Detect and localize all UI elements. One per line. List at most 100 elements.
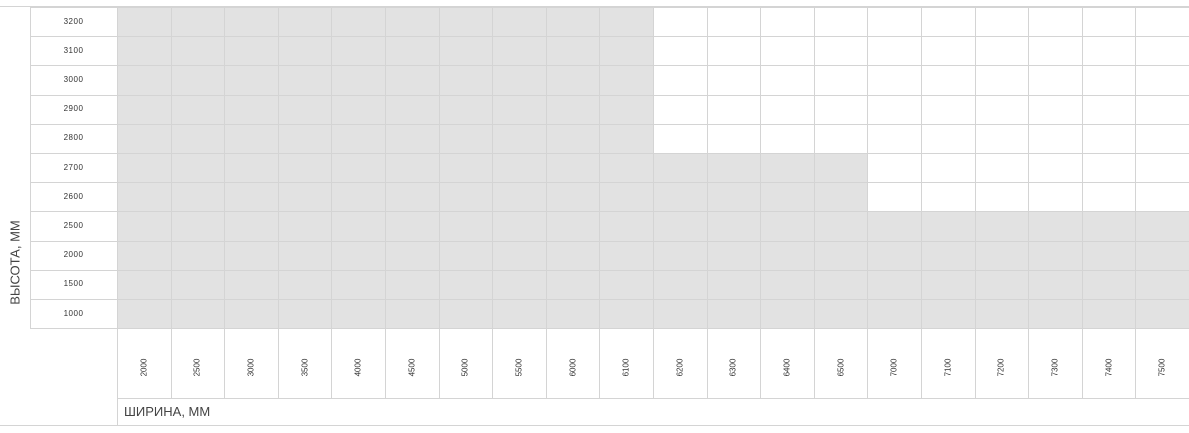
available-cell bbox=[438, 240, 493, 270]
available-cell bbox=[117, 299, 171, 329]
available-cell bbox=[277, 36, 332, 66]
unavailable-cell bbox=[1135, 65, 1189, 95]
available-cell bbox=[438, 123, 493, 153]
available-cell bbox=[545, 65, 600, 95]
available-cell bbox=[706, 299, 761, 329]
y-tick-label: 2500 bbox=[63, 221, 84, 230]
grid-line bbox=[0, 425, 1189, 426]
available-cell bbox=[653, 182, 707, 212]
unavailable-cell bbox=[921, 36, 975, 66]
available-cell bbox=[706, 240, 761, 270]
available-cell bbox=[224, 36, 278, 66]
available-cell bbox=[1081, 299, 1136, 329]
available-cell bbox=[599, 123, 653, 153]
x-tick-label: 7100 bbox=[943, 358, 953, 377]
available-cell bbox=[492, 240, 546, 270]
x-tick-label: 6200 bbox=[675, 358, 685, 377]
available-cell bbox=[1135, 240, 1189, 270]
available-cell bbox=[117, 153, 171, 183]
available-cell bbox=[492, 36, 546, 66]
available-cell bbox=[1028, 211, 1082, 241]
unavailable-cell bbox=[653, 7, 707, 37]
x-tick-label: 2500 bbox=[192, 358, 202, 377]
available-cell bbox=[545, 240, 600, 270]
grid-line bbox=[492, 7, 494, 398]
unavailable-cell bbox=[1028, 153, 1082, 183]
available-cell bbox=[224, 7, 278, 37]
grid-line bbox=[117, 7, 118, 425]
x-tick-label: 2000 bbox=[139, 358, 149, 377]
available-cell bbox=[277, 153, 332, 183]
unavailable-cell bbox=[1028, 65, 1082, 95]
grid-line bbox=[1081, 7, 1083, 398]
y-tick-label: 2600 bbox=[63, 191, 84, 201]
available-cell bbox=[760, 299, 814, 329]
unavailable-cell bbox=[1081, 94, 1136, 124]
unavailable-cell bbox=[1135, 36, 1189, 66]
available-cell bbox=[117, 65, 171, 95]
available-cell bbox=[1028, 299, 1082, 329]
available-cell bbox=[438, 36, 493, 66]
unavailable-cell bbox=[706, 65, 761, 95]
available-cell bbox=[545, 36, 600, 66]
available-cell bbox=[331, 7, 385, 37]
available-cell bbox=[974, 240, 1029, 270]
grid-line bbox=[0, 6, 1189, 7]
available-cell bbox=[331, 153, 385, 183]
x-tick-label: 3500 bbox=[300, 358, 310, 377]
available-cell bbox=[813, 153, 868, 183]
available-cell bbox=[921, 211, 975, 241]
unavailable-cell bbox=[1135, 7, 1189, 37]
unavailable-cell bbox=[653, 94, 707, 124]
x-tick-label: 4500 bbox=[407, 358, 417, 377]
available-cell bbox=[599, 269, 653, 299]
available-cell bbox=[170, 65, 225, 95]
x-tick-label: 5500 bbox=[514, 358, 524, 377]
available-cell bbox=[331, 123, 385, 153]
y-tick-label: 3000 bbox=[63, 75, 84, 84]
available-cell bbox=[224, 211, 278, 241]
x-tick-label: 7000 bbox=[889, 358, 899, 377]
y-tick-label: 2800 bbox=[63, 133, 84, 143]
available-cell bbox=[599, 65, 653, 95]
unavailable-cell bbox=[706, 94, 761, 124]
y-axis-label: ВЫСОТА, ММ bbox=[7, 220, 23, 305]
available-cell bbox=[492, 182, 546, 212]
available-cell bbox=[921, 269, 975, 299]
available-cell bbox=[385, 36, 439, 66]
available-cell bbox=[438, 211, 493, 241]
unavailable-cell bbox=[760, 36, 814, 66]
available-cell bbox=[277, 211, 332, 241]
available-cell bbox=[385, 299, 439, 329]
unavailable-cell bbox=[1028, 94, 1082, 124]
y-tick-label: 2900 bbox=[63, 104, 84, 114]
available-cell bbox=[438, 94, 493, 124]
available-cell bbox=[277, 65, 332, 95]
unavailable-cell bbox=[867, 7, 921, 37]
unavailable-cell bbox=[1028, 123, 1082, 153]
grid-line bbox=[331, 7, 333, 398]
available-cell bbox=[921, 240, 975, 270]
available-cell bbox=[438, 182, 493, 212]
grid-line bbox=[599, 7, 601, 398]
available-cell bbox=[760, 269, 814, 299]
available-cell bbox=[224, 153, 278, 183]
x-tick-label: 7200 bbox=[996, 358, 1006, 377]
unavailable-cell bbox=[706, 36, 761, 66]
grid-line bbox=[30, 240, 1189, 242]
grid-line bbox=[438, 7, 440, 398]
grid-line bbox=[1135, 7, 1137, 398]
x-tick-label: 3000 bbox=[246, 358, 256, 377]
y-tick-label: 1000 bbox=[63, 308, 84, 318]
available-cell bbox=[545, 182, 600, 212]
unavailable-cell bbox=[653, 123, 707, 153]
available-cell bbox=[492, 94, 546, 124]
x-tick-label: 4000 bbox=[353, 358, 363, 377]
available-cell bbox=[170, 182, 225, 212]
available-cell bbox=[331, 240, 385, 270]
available-cell bbox=[224, 65, 278, 95]
available-cell bbox=[545, 7, 600, 37]
available-cell bbox=[117, 94, 171, 124]
grid-line bbox=[30, 7, 31, 329]
available-cell bbox=[438, 7, 493, 37]
